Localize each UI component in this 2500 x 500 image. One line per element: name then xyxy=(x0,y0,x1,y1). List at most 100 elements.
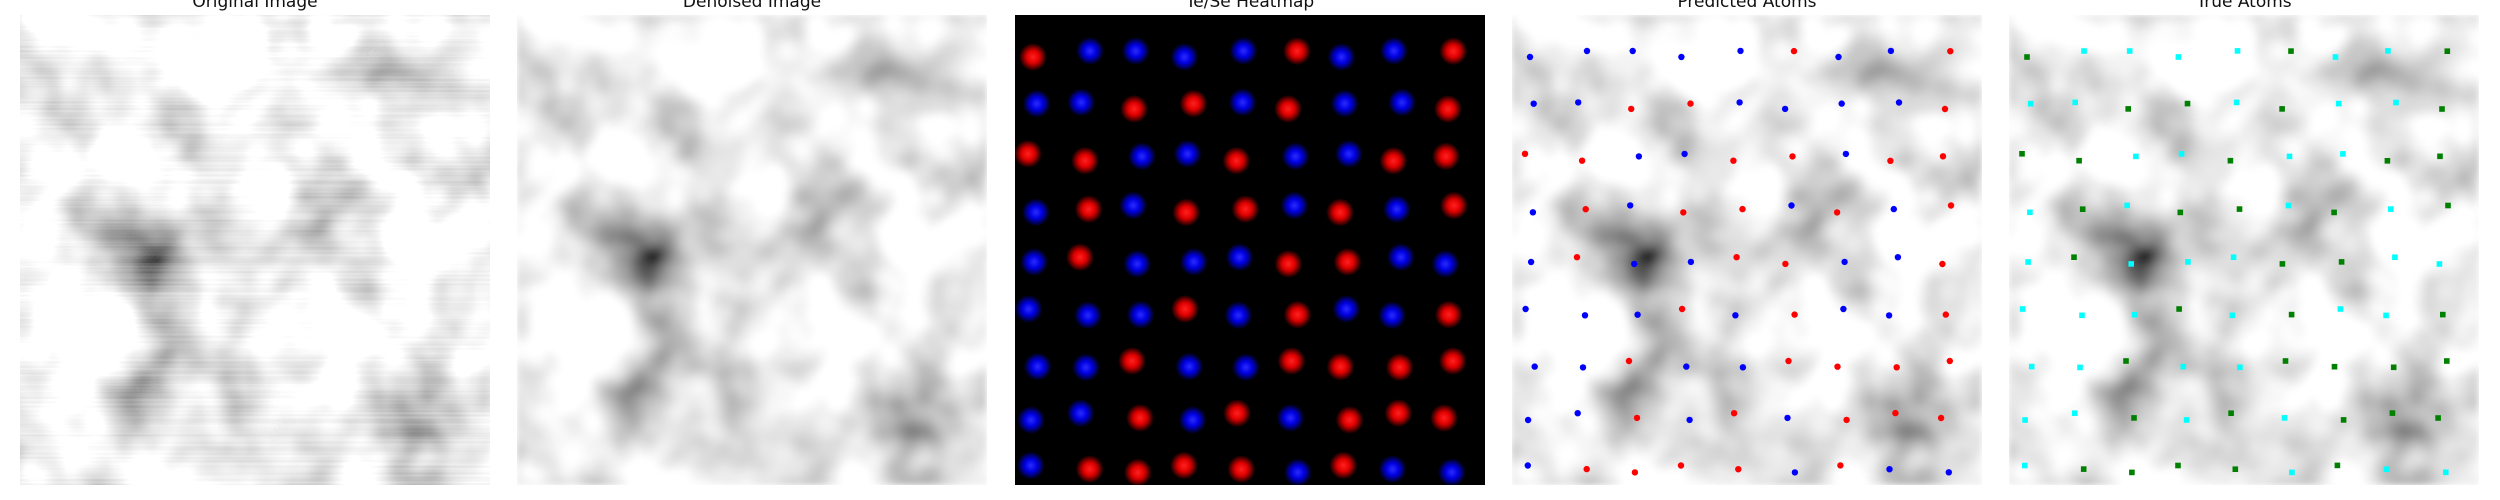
true-atom-cyan xyxy=(2124,202,2130,209)
te-heat-spot xyxy=(1227,455,1256,484)
true-atom-green xyxy=(2445,202,2451,209)
se-heat-spot xyxy=(1178,405,1207,434)
true-atom-cyan xyxy=(2436,261,2443,267)
true-atom-cyan xyxy=(2229,312,2236,319)
true-atom-cyan xyxy=(2133,153,2139,160)
predicted-te-atom xyxy=(1625,357,1633,365)
true-atom-green xyxy=(2176,306,2182,312)
se-heat-spot xyxy=(1283,458,1312,485)
true-atom-green xyxy=(2071,254,2077,260)
predicted-te-atom xyxy=(1893,364,1900,371)
se-heat-spot xyxy=(1224,301,1253,330)
te-heat-spot xyxy=(1329,451,1358,480)
true-atoms-plot xyxy=(2009,15,2479,485)
predicted-background xyxy=(1512,15,1982,485)
true-atom-cyan xyxy=(2230,254,2237,260)
predicted-te-atom xyxy=(1677,462,1685,469)
predicted-te-atom xyxy=(1730,410,1738,417)
se-heat-spot xyxy=(1066,399,1095,428)
true-atom-green xyxy=(2444,48,2451,54)
se-heat-spot xyxy=(1379,36,1408,65)
true-atom-green xyxy=(2123,358,2129,364)
predicted-te-atom xyxy=(1733,254,1740,261)
true-atom-green xyxy=(2236,206,2243,212)
predicted-te-atom xyxy=(1892,409,1899,417)
se-heat-spot xyxy=(1276,403,1305,432)
te-heat-spot xyxy=(1172,198,1201,227)
predicted-se-atom xyxy=(1530,100,1537,107)
te-heat-spot xyxy=(1384,399,1413,428)
se-heat-spot xyxy=(1330,89,1359,118)
true-atom-green xyxy=(2279,106,2285,112)
te-heat-spot xyxy=(1118,347,1146,375)
te-heat-spot xyxy=(1434,300,1463,329)
true-atom-green xyxy=(2331,363,2338,370)
predicted-te-atom xyxy=(1834,363,1841,370)
te-heat-spot xyxy=(1274,94,1303,123)
predicted-te-atom xyxy=(1791,311,1798,318)
true-atom-cyan xyxy=(2392,254,2398,260)
se-heat-spot xyxy=(1437,458,1466,485)
true-atom-green xyxy=(2184,100,2191,107)
predicted-te-atom xyxy=(1939,260,1946,268)
se-heat-spot xyxy=(1173,139,1202,168)
predicted-te-atom xyxy=(1583,465,1590,473)
true-atom-green xyxy=(2437,153,2443,160)
predicted-se-atom xyxy=(1890,205,1897,213)
te-heat-spot xyxy=(1440,191,1468,220)
predicted-te-atom xyxy=(1633,414,1641,422)
predicted-te-atom xyxy=(1521,150,1529,157)
true-atom-green xyxy=(2019,151,2025,157)
predicted-se-atom xyxy=(1681,150,1688,158)
se-heat-spot xyxy=(1127,142,1156,171)
predicted-se-atom xyxy=(1945,469,1952,476)
predicted-atoms-plot xyxy=(1512,15,1982,485)
predicted-se-atom xyxy=(1788,202,1795,209)
true-atom-green xyxy=(2288,311,2295,318)
true-atom-green xyxy=(2125,106,2131,112)
predicted-se-atom xyxy=(1631,260,1638,268)
predicted-se-atom xyxy=(1739,364,1747,371)
predicted-te-atom xyxy=(1582,206,1589,213)
predicted-te-atom xyxy=(1946,357,1953,365)
true-atom-cyan xyxy=(2022,417,2028,423)
se-heat-spot xyxy=(1382,195,1411,224)
true-atom-cyan xyxy=(2234,48,2241,54)
te-heat-spot xyxy=(1126,403,1154,432)
predicted-se-atom xyxy=(1686,416,1693,424)
true-atom-cyan xyxy=(2025,259,2031,265)
panel-title: Original Image xyxy=(192,0,318,12)
predicted-se-atom xyxy=(1687,258,1695,266)
predicted-se-atom xyxy=(1683,363,1690,370)
te-heat-spot xyxy=(1120,94,1149,123)
true-atom-green xyxy=(2288,48,2294,54)
true-atom-green xyxy=(2340,417,2347,423)
se-heat-spot xyxy=(1020,248,1049,276)
se-heat-spot xyxy=(1076,37,1104,65)
se-heat-spot xyxy=(1119,191,1148,220)
te-heat-spot xyxy=(1385,353,1414,382)
denoised-image xyxy=(517,15,987,485)
predicted-se-atom xyxy=(1678,53,1685,61)
te-se-heatmap xyxy=(1015,15,1485,485)
predicted-se-atom xyxy=(1736,99,1743,106)
true-atom-cyan xyxy=(2443,469,2449,476)
true-atom-cyan xyxy=(2185,259,2191,265)
true-atom-cyan xyxy=(2027,100,2034,107)
true-atom-green xyxy=(2331,209,2337,216)
se-heat-spot xyxy=(1229,36,1258,65)
true-atom-green xyxy=(2338,259,2345,265)
predicted-se-atom xyxy=(1635,153,1643,160)
se-heat-spot xyxy=(1015,295,1043,323)
true-atom-green xyxy=(2227,157,2234,164)
predicted-te-atom xyxy=(1578,157,1586,164)
predicted-se-atom xyxy=(1574,410,1581,417)
predicted-se-atom xyxy=(1627,202,1634,209)
se-heat-spot xyxy=(1225,243,1254,272)
predicted-te-atom xyxy=(1782,260,1789,268)
true-atom-green xyxy=(2024,54,2030,60)
se-heat-spot xyxy=(1022,89,1051,118)
predicted-se-atom xyxy=(1784,414,1791,422)
true-atom-green xyxy=(2177,209,2184,216)
true-atom-green xyxy=(2384,158,2391,164)
